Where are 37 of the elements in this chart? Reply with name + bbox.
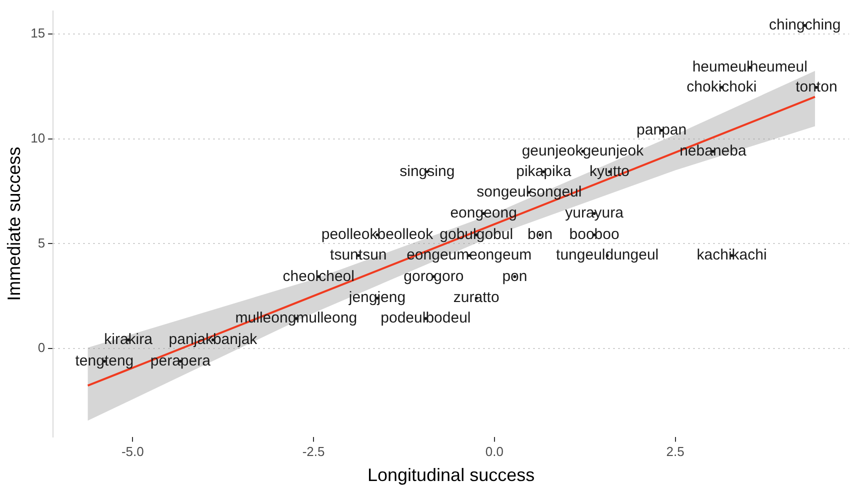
data-label: peolleokbeolleok [321, 226, 434, 244]
data-label: cheolcheol [282, 268, 354, 285]
data-label: zuratto [453, 289, 500, 306]
data-label: chokichoki [686, 78, 757, 96]
data-label: booboo [569, 226, 620, 244]
x-tick-label: 0.0 [485, 444, 504, 460]
data-label: podeulbodeul [380, 310, 471, 327]
data-label: kyutto [589, 162, 630, 180]
data-label: kachikachi [696, 246, 767, 264]
data-label: kirakira [104, 330, 154, 348]
data-label: tsuntsun [330, 246, 387, 264]
y-tick-label: 0 [38, 340, 46, 356]
x-tick-label: 2.5 [666, 444, 684, 460]
data-label: eongeong [450, 204, 517, 222]
x-axis-title: Longitudinal success [367, 465, 535, 486]
data-label: chingching [769, 16, 841, 34]
data-label: perapera [150, 352, 212, 370]
data-label: tungeuldungeul [556, 246, 659, 264]
data-label: singsing [400, 162, 455, 180]
x-tick-label: -2.5 [302, 444, 325, 460]
data-label: tonton [796, 78, 838, 96]
x-tick-label: -5.0 [121, 444, 144, 460]
y-tick-label: 10 [30, 130, 46, 146]
y-axis-title: Immediate success [4, 146, 24, 301]
data-label: jengjeng [348, 289, 406, 306]
y-tick-label: 15 [30, 25, 46, 40]
data-label: nebaneba [680, 142, 747, 160]
data-label: bon [528, 226, 553, 244]
data-label: pikapika [516, 162, 572, 180]
data-label: panpan [636, 122, 687, 139]
data-label: pon [502, 268, 528, 285]
data-label: heumeulheumeul [692, 58, 808, 76]
data-label: yurayura [565, 204, 624, 222]
data-label: tengteng [75, 352, 134, 370]
data-label: geunjeokgeunjeok [522, 142, 644, 160]
y-tick-label: 5 [38, 235, 46, 250]
data-label: gorogoro [404, 268, 464, 285]
